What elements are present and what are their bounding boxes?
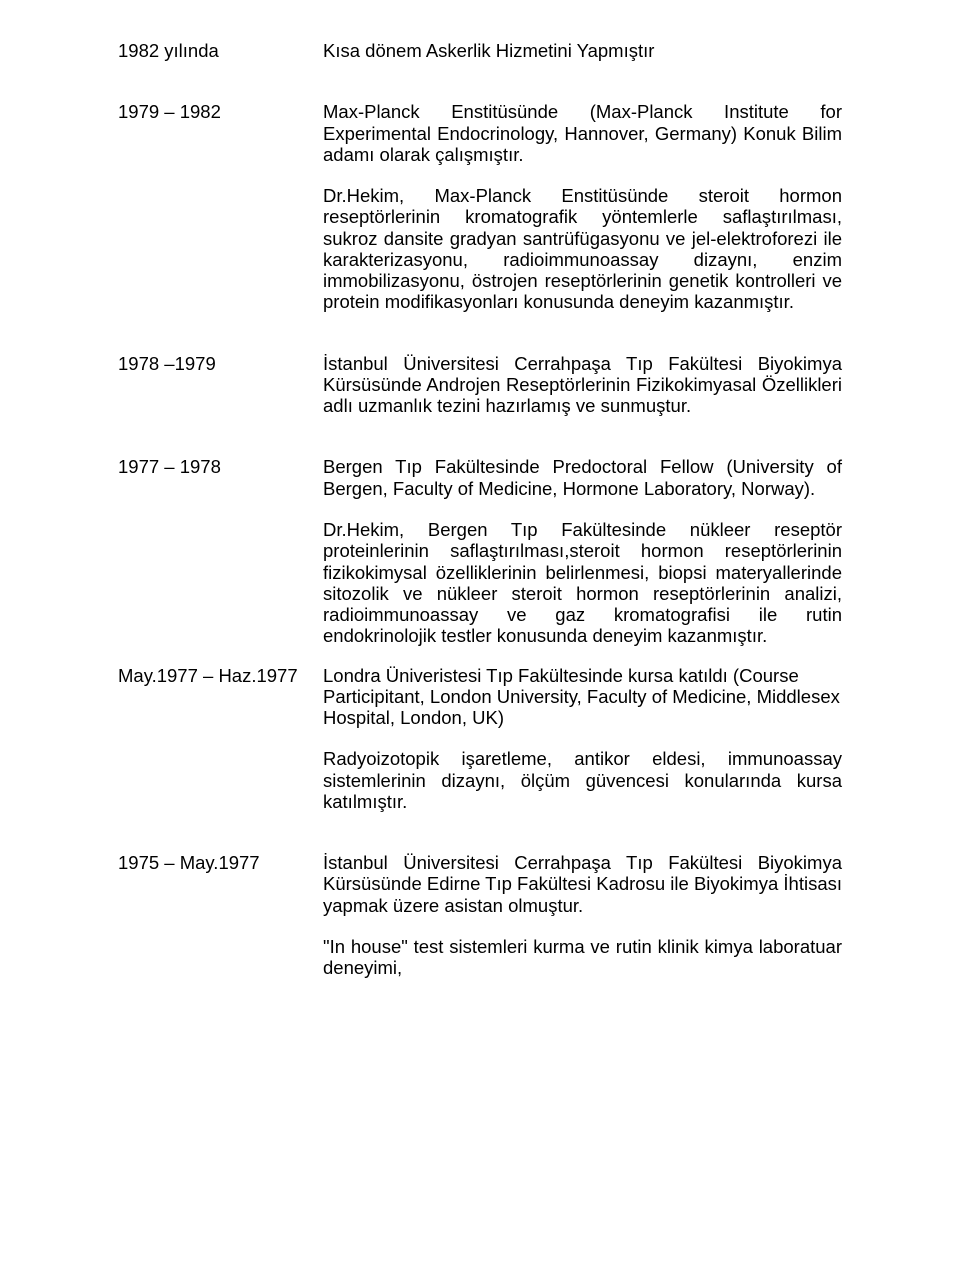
cv-entry: 1982 yılında Kısa dönem Askerlik Hizmeti… <box>118 40 842 61</box>
entry-date: 1975 – May.1977 <box>118 852 323 978</box>
entry-date: May.1977 – Haz.1977 <box>118 665 323 813</box>
entry-date: 1978 –1979 <box>118 353 323 417</box>
entry-paragraph: Dr.Hekim, Bergen Tıp Fakültesinde nüklee… <box>323 519 842 647</box>
entry-content: Kısa dönem Askerlik Hizmetini Yapmıştır <box>323 40 842 61</box>
entry-paragraph: İstanbul Üniversitesi Cerrahpaşa Tıp Fak… <box>323 353 842 417</box>
entry-content: İstanbul Üniversitesi Cerrahpaşa Tıp Fak… <box>323 852 842 978</box>
entry-content: İstanbul Üniversitesi Cerrahpaşa Tıp Fak… <box>323 353 842 417</box>
entry-paragraph: İstanbul Üniversitesi Cerrahpaşa Tıp Fak… <box>323 852 842 916</box>
entry-paragraph: Bergen Tıp Fakültesinde Predoctoral Fell… <box>323 456 842 499</box>
entry-paragraph: Londra Üniveristesi Tıp Fakültesinde kur… <box>323 665 842 729</box>
entry-content: Londra Üniveristesi Tıp Fakültesinde kur… <box>323 665 842 813</box>
cv-entry: 1977 – 1978 Bergen Tıp Fakültesinde Pred… <box>118 456 842 646</box>
cv-entry: 1975 – May.1977 İstanbul Üniversitesi Ce… <box>118 852 842 978</box>
entry-content: Bergen Tıp Fakültesinde Predoctoral Fell… <box>323 456 842 646</box>
document-page: 1982 yılında Kısa dönem Askerlik Hizmeti… <box>0 0 960 1266</box>
entry-paragraph: Dr.Hekim, Max-Planck Enstitüsünde steroi… <box>323 185 842 313</box>
entry-date: 1977 – 1978 <box>118 456 323 646</box>
entry-content: Max-Planck Enstitüsünde (Max-Planck Inst… <box>323 101 842 312</box>
cv-entry: May.1977 – Haz.1977 Londra Üniveristesi … <box>118 665 842 813</box>
cv-entry: 1979 – 1982 Max-Planck Enstitüsünde (Max… <box>118 101 842 312</box>
entry-paragraph: Kısa dönem Askerlik Hizmetini Yapmıştır <box>323 40 842 61</box>
entry-date: 1979 – 1982 <box>118 101 323 312</box>
entry-date: 1982 yılında <box>118 40 323 61</box>
entry-paragraph: Radyoizotopik işaretleme, antikor eldesi… <box>323 748 842 812</box>
entry-paragraph: Max-Planck Enstitüsünde (Max-Planck Inst… <box>323 101 842 165</box>
entry-paragraph: "In house" test sistemleri kurma ve ruti… <box>323 936 842 979</box>
cv-entry: 1978 –1979 İstanbul Üniversitesi Cerrahp… <box>118 353 842 417</box>
